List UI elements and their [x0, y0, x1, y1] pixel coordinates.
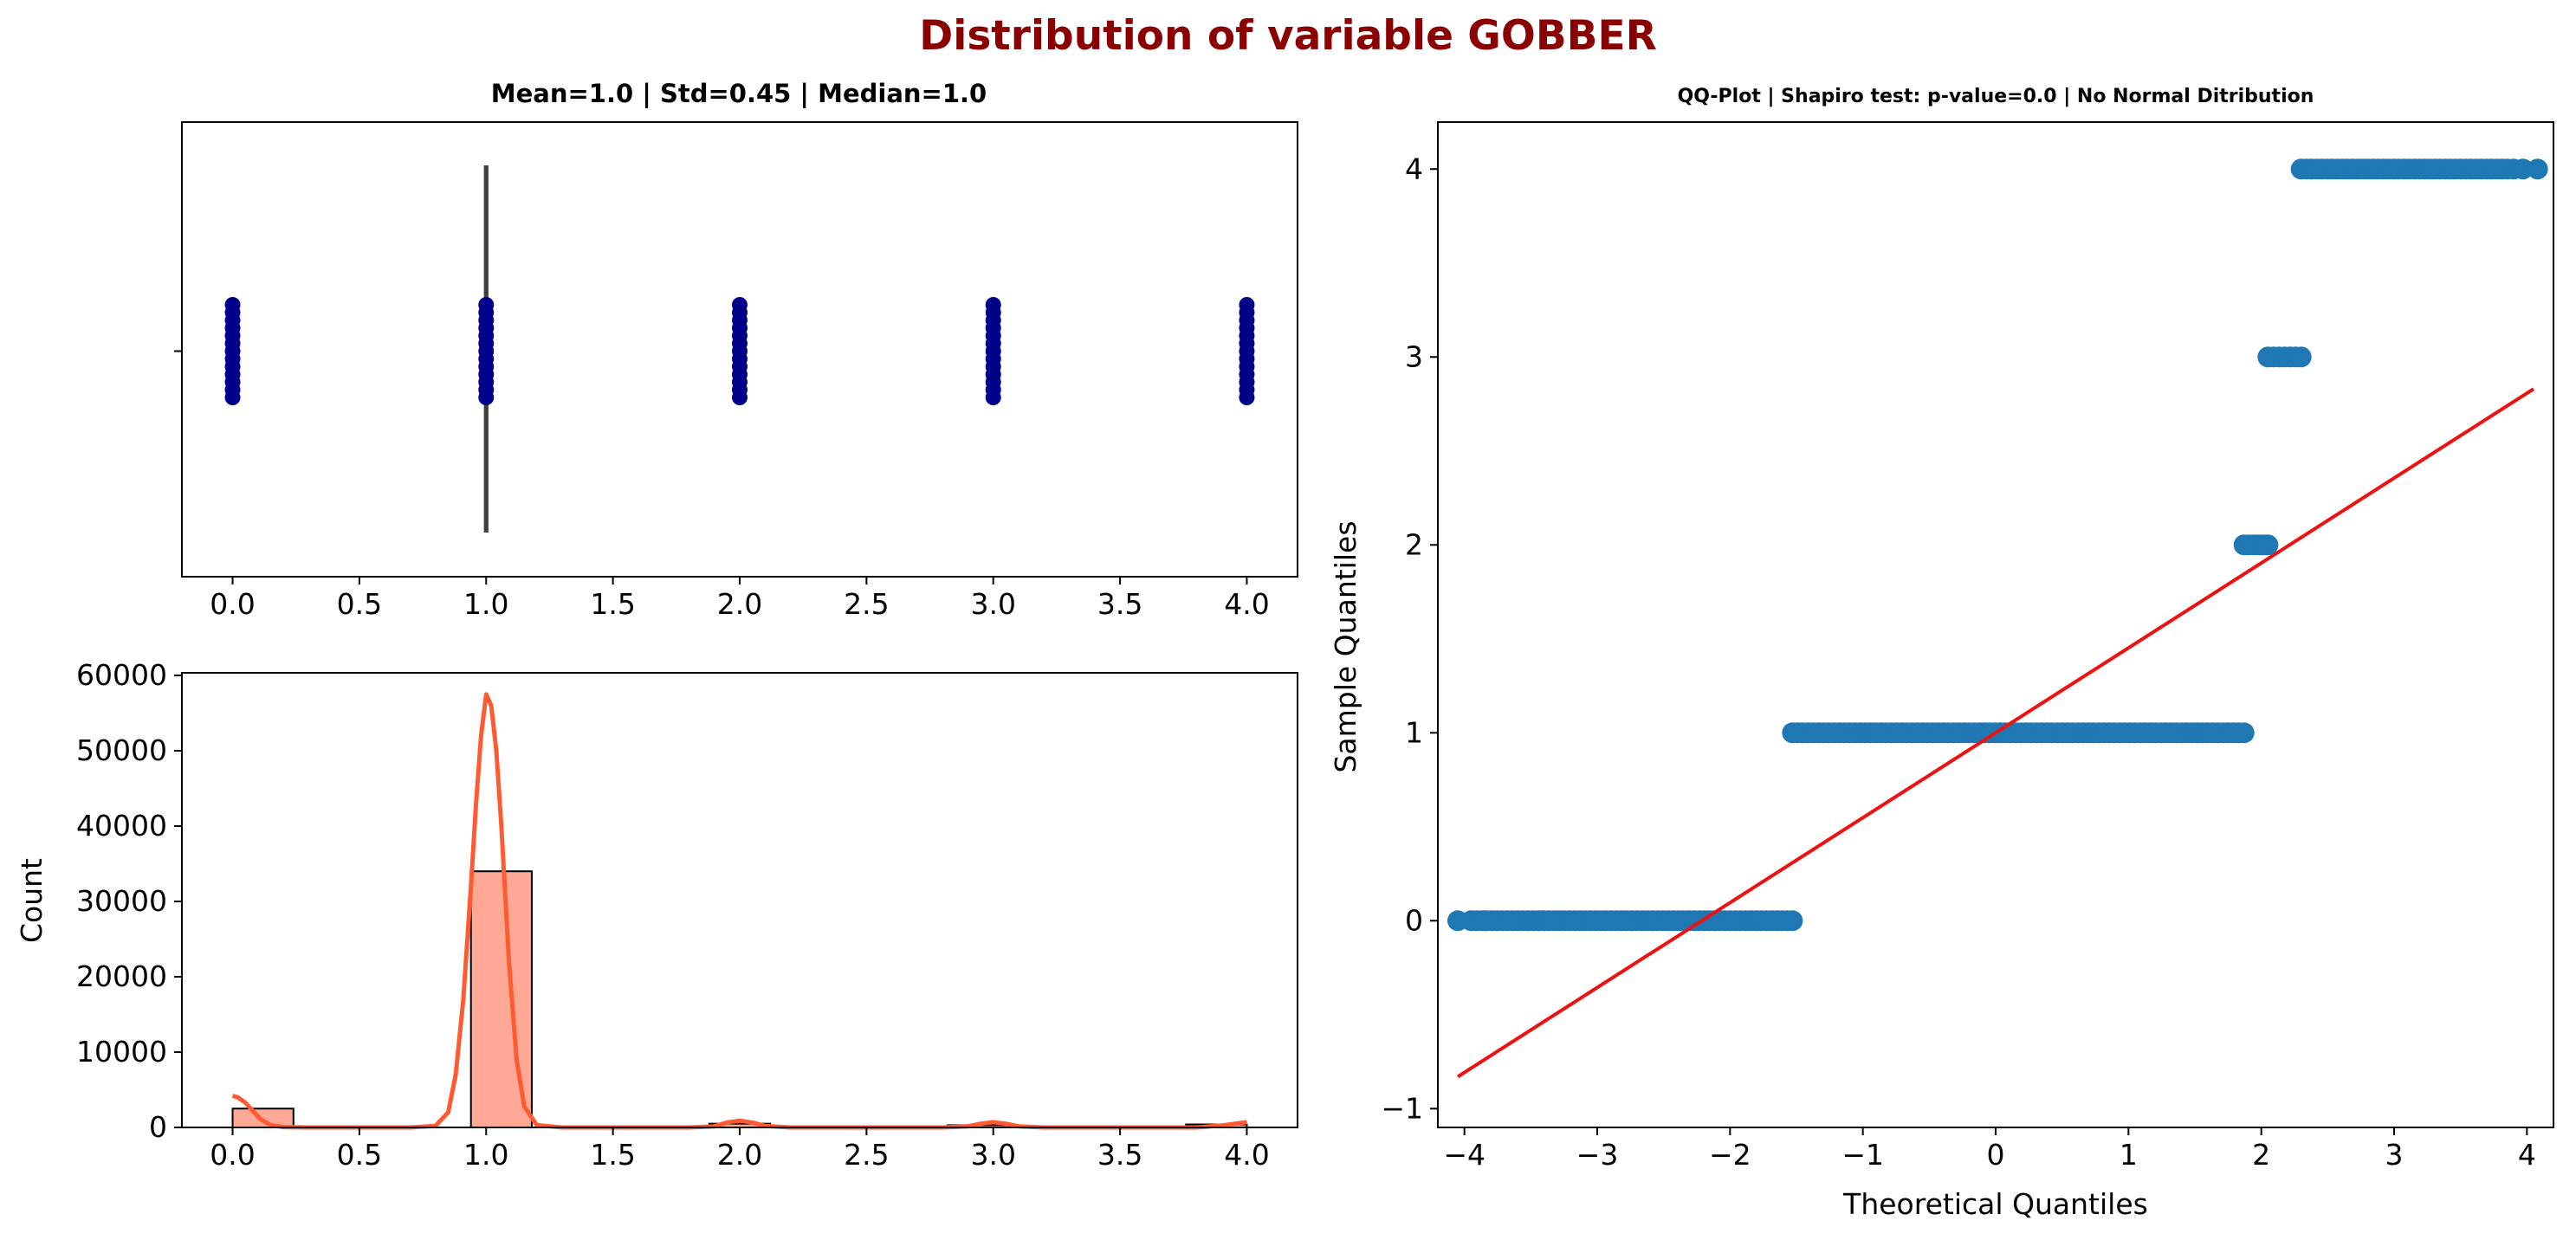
qq-plot-x-tick-label: −2 [1709, 1138, 1751, 1172]
histogram-y-tick-label: 20000 [76, 959, 167, 993]
kde-line [231, 692, 1247, 1130]
box-plot-x-tick-label: 1.0 [463, 587, 508, 621]
histogram-x-tick-label: 0.5 [337, 1138, 382, 1172]
qq-point [1782, 910, 1803, 932]
qq-point [2233, 722, 2255, 744]
qq-plot-y-tick-label: 3 [1405, 339, 1423, 373]
histogram-y-tick-label: 0 [149, 1110, 167, 1144]
histogram-x-tick-label: 4.0 [1224, 1138, 1269, 1172]
qq-plot-x-tick-label: 1 [2120, 1138, 2138, 1172]
histogram-x-tick-label: 2.5 [844, 1138, 889, 1172]
qq-plot-y-tick-label: 4 [1405, 152, 1423, 185]
box-plot-x-tick-label: 1.5 [590, 587, 635, 621]
histogram-x-tick-label: 0.0 [210, 1138, 255, 1172]
figure-title: Distribution of variable GOBBER [919, 12, 1657, 60]
box-plot: Mean=1.0 | Std=0.45 | Median=1.0 0.0 0.5 1… [174, 79, 1298, 621]
qq-reference-line [1456, 387, 2535, 1079]
qq-point [1473, 910, 1495, 932]
histogram-x-tick-label: 1.5 [590, 1138, 635, 1172]
qq-plot-y-label: Sample Quantiles [1329, 520, 1362, 772]
histogram-y-tick-label: 30000 [76, 884, 167, 918]
histogram-x-tick-label: 2.0 [717, 1138, 762, 1172]
box-plot-x-tick-label: 0.0 [210, 587, 255, 621]
histogram-y-tick-label: 50000 [76, 733, 167, 767]
qq-plot-x-label: Theoretical Quantiles [1842, 1187, 2148, 1221]
strip-point [1239, 390, 1255, 405]
qq-plot-y-tick-label: 0 [1405, 903, 1423, 937]
box-plot-x-tick-label: 2.0 [717, 587, 762, 621]
qq-plot-x-tick-label: 0 [1987, 1138, 2005, 1172]
box-plot-x-tick-label: 3.5 [1097, 587, 1142, 621]
histogram-x-tick-label: 3.5 [1097, 1138, 1142, 1172]
box-plot-x-tick-label: 3.0 [970, 587, 1015, 621]
strip-point [478, 390, 495, 405]
qq-plot-x-tick-label: 3 [2385, 1138, 2404, 1172]
qq-plot-y-tick-label: 2 [1405, 527, 1423, 561]
qq-point [1447, 910, 1468, 932]
qq-plot-x-tick-label: 2 [2252, 1138, 2270, 1172]
histogram: Count 0.0 0.5 1.0 1.5 2.0 2.5 3.0 3.5 4.0 0 10000 2… [15, 658, 1298, 1172]
histogram-y-tick-label: 10000 [76, 1035, 167, 1069]
qq-plot-x-tick-label: −3 [1576, 1138, 1619, 1172]
box-plot-x-tick-label: 2.5 [844, 587, 889, 621]
qq-plot: QQ-Plot | Shapiro test: p-value=0.0 | No… [1329, 86, 2554, 1221]
histogram-y-tick-label: 40000 [76, 809, 167, 843]
qq-plot-y-tick-label: −1 [1381, 1091, 1423, 1125]
qq-plot-x-tick-label: −1 [1841, 1138, 1884, 1172]
histogram-y-label: Count [15, 858, 49, 943]
strip-point [732, 390, 748, 405]
histogram-x-tick-label: 3.0 [970, 1138, 1015, 1172]
qq-plot-x-tick-label: 4 [2518, 1138, 2536, 1172]
qq-plot-x-tick-label: −4 [1443, 1138, 1485, 1172]
qq-plot-y-tick-label: 1 [1405, 715, 1423, 749]
qq-point [2257, 534, 2279, 556]
histogram-bar [231, 1108, 294, 1128]
strip-point [985, 390, 1001, 405]
qq-plot-title: QQ-Plot | Shapiro test: p-value=0.0 | No… [1678, 86, 2314, 107]
qq-point [2512, 158, 2534, 180]
histogram-y-tick-label: 60000 [76, 658, 167, 692]
box-plot-x-tick-label: 4.0 [1224, 587, 1269, 621]
histogram-x-tick-label: 1.0 [463, 1138, 508, 1172]
histogram-frame [181, 672, 1298, 1128]
strip-point [224, 390, 241, 405]
qq-point [2290, 346, 2312, 368]
qq-plot-frame [1437, 121, 2554, 1128]
box-plot-title: Mean=1.0 | Std=0.45 | Median=1.0 [491, 79, 987, 108]
qq-point [2527, 158, 2548, 180]
box-plot-x-tick-label: 0.5 [337, 587, 382, 621]
